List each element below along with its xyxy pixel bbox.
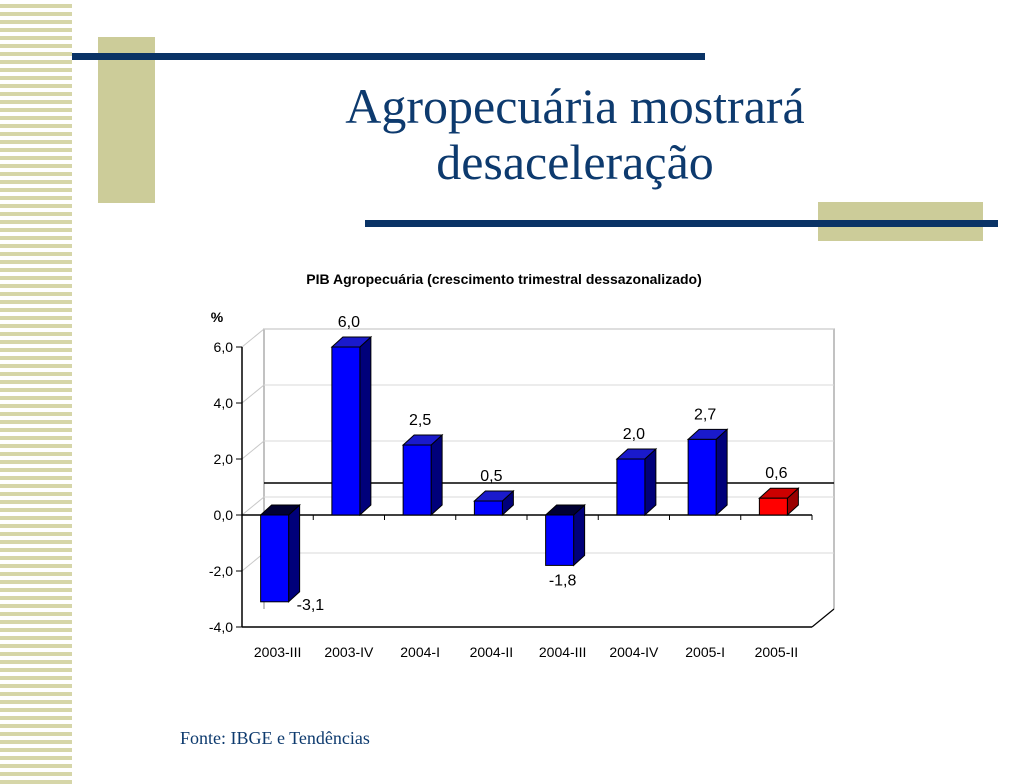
bar — [687, 438, 717, 516]
bar — [331, 346, 361, 516]
slide-title-line-1: Agropecuária mostrará — [345, 78, 805, 134]
bar-side — [715, 428, 728, 517]
bar-side — [430, 433, 443, 517]
x-tick-label: 2004-III — [539, 644, 586, 660]
gridline-diagonal — [241, 328, 265, 348]
x-tick-label: 2003-III — [254, 644, 301, 660]
x-tick-label: 2004-I — [400, 644, 440, 660]
bar — [473, 500, 503, 516]
data-label: 2,5 — [409, 412, 431, 429]
y-axis-label: % — [211, 309, 224, 325]
chart-title: PIB Agropecuária (crescimento trimestral… — [306, 271, 702, 287]
slide-title-line-2: desaceleração — [436, 134, 714, 190]
slide-title: Agropecuária mostrará desaceleração — [230, 78, 920, 190]
data-label: 6,0 — [338, 314, 360, 331]
data-label: -1,8 — [549, 572, 577, 589]
y-tick-label: 4,0 — [214, 395, 234, 411]
source-note: Fonte: IBGE e Tendências — [180, 728, 370, 748]
data-label: 0,6 — [765, 465, 787, 482]
decor-block-left — [98, 37, 155, 203]
x-tick-label: 2004-II — [470, 644, 514, 660]
bar — [616, 458, 646, 516]
bar-side — [644, 447, 657, 517]
x-tick-label: 2004-IV — [609, 644, 659, 660]
data-label: -3,1 — [297, 597, 325, 614]
gridline-diagonal — [241, 496, 265, 516]
bar — [402, 444, 432, 516]
striped-sidebar-decoration — [0, 0, 72, 784]
decor-rule-top — [72, 53, 705, 60]
x-tick-label: 2003-IV — [324, 644, 374, 660]
y-tick-label: -4,0 — [209, 619, 233, 635]
plot-area — [242, 329, 834, 627]
data-label: 2,0 — [623, 426, 645, 443]
bar-side — [359, 335, 372, 517]
gridline-diagonal — [241, 440, 265, 460]
x-tick-label: 2005-I — [685, 644, 725, 660]
y-tick-label: -2,0 — [209, 563, 233, 579]
decor-rule-bottom — [365, 220, 998, 227]
y-tick-label: 0,0 — [214, 507, 234, 523]
bar — [260, 514, 290, 603]
bar-side — [288, 503, 301, 603]
gridline-diagonal — [241, 384, 265, 404]
bar — [758, 497, 788, 516]
y-tick-label: 2,0 — [214, 451, 234, 467]
bar — [545, 514, 575, 566]
x-tick-label: 2005-II — [755, 644, 799, 660]
data-label: 2,7 — [694, 406, 716, 423]
data-label: 0,5 — [480, 468, 502, 485]
y-tick-label: 6,0 — [214, 339, 234, 355]
floor-side-edge — [811, 608, 835, 628]
